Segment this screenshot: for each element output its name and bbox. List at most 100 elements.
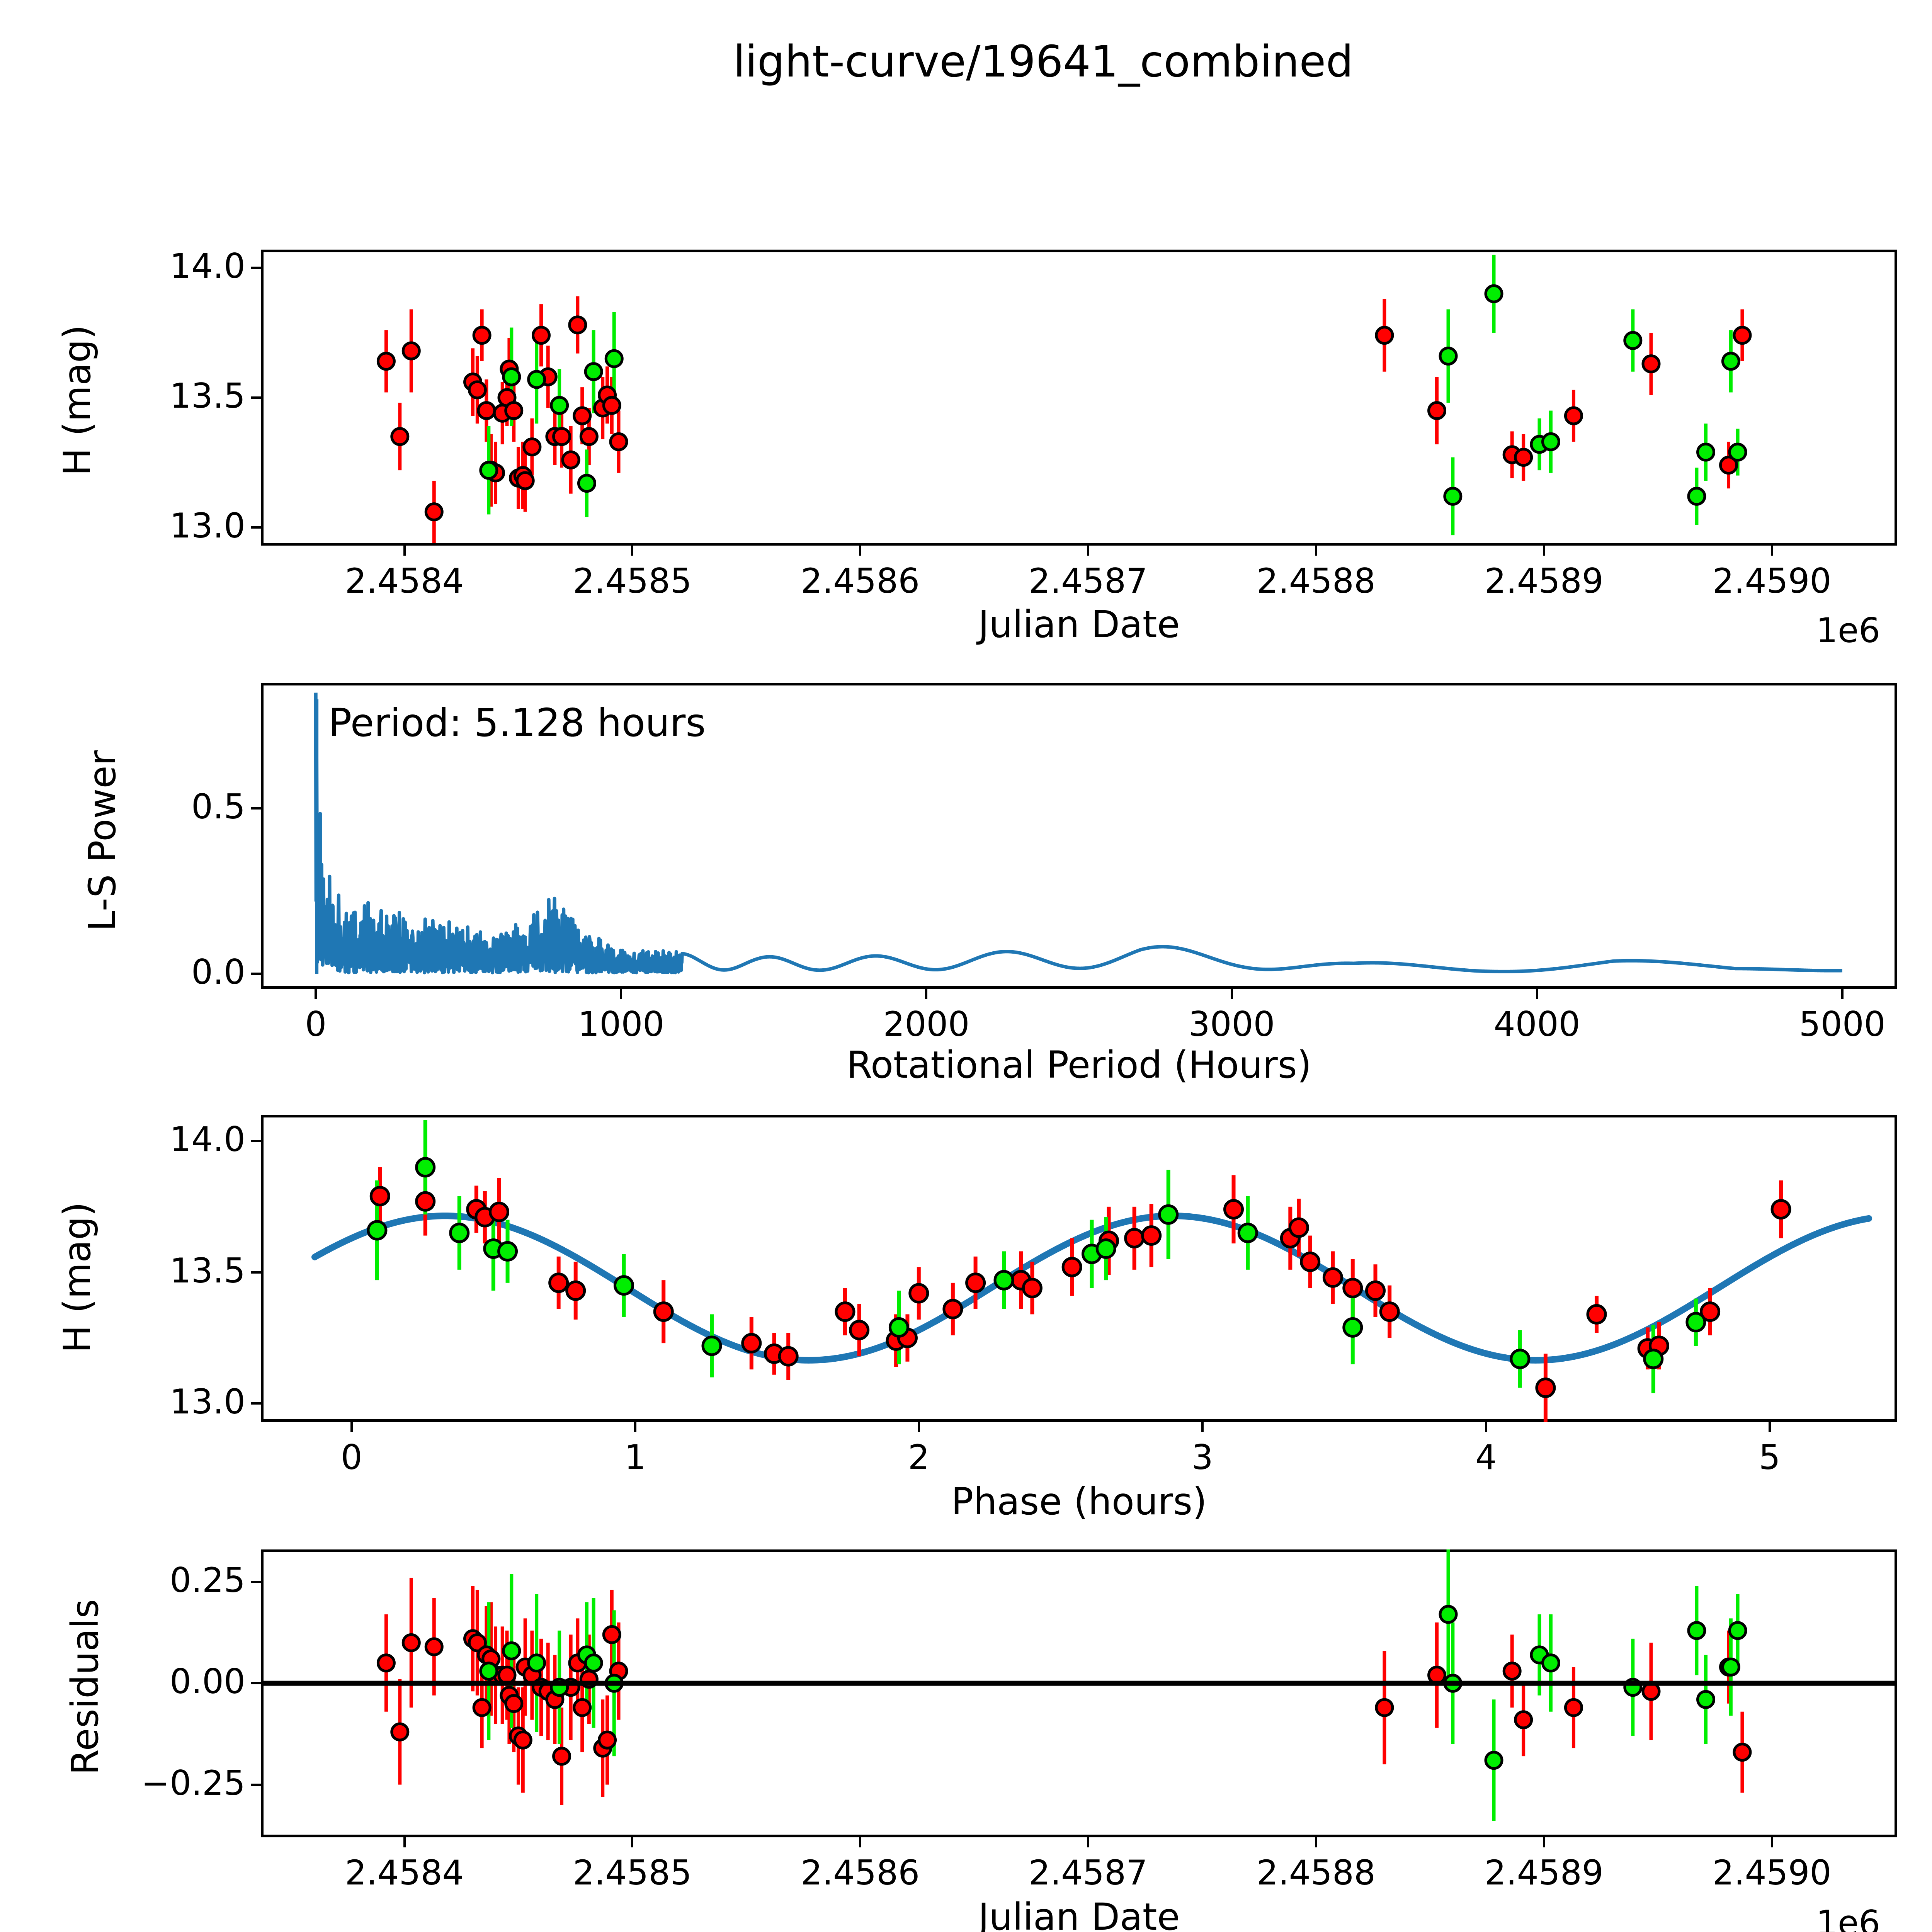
lightcurve-data-point <box>561 450 580 469</box>
lightcurve-data-point <box>502 367 521 386</box>
phase-y-tick-label: 13.0 <box>170 1382 245 1422</box>
phase-data-point <box>548 1272 569 1293</box>
lightcurve-data-point <box>568 315 587 335</box>
phase-data-point <box>1586 1304 1607 1325</box>
lightcurve-data-point <box>1641 354 1661 374</box>
periodogram-power-curve <box>314 692 1844 975</box>
lightcurve-y-tick-label: 14.0 <box>170 246 245 286</box>
lightcurve-data-point <box>552 427 571 446</box>
lightcurve-x-tick-label: 2.4586 <box>801 561 920 601</box>
lightcurve-x-offset-label: 1e6 <box>1816 611 1881 650</box>
residuals-x-axis-title: Julian Date <box>978 1895 1180 1932</box>
phase-data-point <box>835 1301 855 1322</box>
phase-data-point <box>449 1223 470 1243</box>
residuals-data-point <box>552 1747 571 1766</box>
lightcurve-x-tick-label: 2.4584 <box>345 561 464 601</box>
residuals-x-tickmark <box>631 1837 634 1847</box>
periodogram-x-tick-label: 1000 <box>578 1004 665 1044</box>
residuals-x-tickmark <box>859 1837 862 1847</box>
phase-data-point <box>1700 1301 1721 1322</box>
lightcurve-x-tick-label: 2.4589 <box>1484 561 1604 601</box>
lightcurve-y-tickmark <box>251 396 261 399</box>
residuals-plot-area <box>261 1549 1897 1821</box>
residuals-x-offset-label: 1e6 <box>1816 1903 1881 1932</box>
phase-data-point <box>778 1346 799 1367</box>
lightcurve-y-tickmark <box>251 267 261 269</box>
phase-data-point <box>849 1320 870 1340</box>
period-annotation: Period: 5.128 hours <box>328 700 706 745</box>
residuals-data-point <box>1687 1621 1706 1640</box>
periodogram-x-tick-label: 5000 <box>1799 1004 1886 1044</box>
phase-x-tick-label: 1 <box>624 1437 646 1477</box>
phase-plot-area <box>311 1120 1872 1422</box>
phase-data-point <box>415 1191 436 1212</box>
phase-data-point <box>908 1283 929 1304</box>
periodogram-y-tickmark <box>251 807 261 810</box>
lightcurve-y-tickmark <box>251 526 261 529</box>
phase-x-axis-title: Phase (hours) <box>951 1480 1207 1523</box>
phase-x-tickmark <box>350 1422 353 1432</box>
phase-data-point <box>1379 1301 1400 1322</box>
residuals-data-point <box>584 1653 603 1673</box>
phase-data-point <box>367 1220 388 1241</box>
phase-data-point <box>613 1275 634 1296</box>
lightcurve-axes-frame <box>261 250 1897 546</box>
periodogram-x-tick-label: 2000 <box>883 1004 970 1044</box>
phase-x-tick-label: 4 <box>1475 1437 1497 1477</box>
residuals-data-point <box>1375 1698 1394 1717</box>
periodogram-y-tick-label: 0.0 <box>191 952 245 992</box>
residuals-data-point <box>1696 1690 1716 1709</box>
periodogram-x-tick-label: 3000 <box>1188 1004 1275 1044</box>
lightcurve-data-point <box>1719 456 1738 475</box>
residuals-data-point <box>424 1637 444 1656</box>
phase-data-point <box>1322 1267 1343 1288</box>
lightcurve-data-point <box>1687 486 1706 506</box>
phase-y-tickmark <box>251 1139 261 1142</box>
residuals-data-point <box>602 1625 621 1644</box>
phase-data-point <box>888 1317 909 1338</box>
residuals-data-point <box>1484 1751 1503 1770</box>
phase-x-tickmark <box>917 1422 920 1432</box>
periodogram-x-tick-label: 4000 <box>1493 1004 1580 1044</box>
residuals-x-tick-label: 2.4585 <box>573 1853 692 1893</box>
phase-y-tick-label: 13.5 <box>170 1250 245 1291</box>
residuals-data-point <box>1733 1743 1752 1762</box>
periodogram-y-tickmark <box>251 973 261 975</box>
phase-data-point <box>741 1333 762 1354</box>
lightcurve-x-tickmark <box>403 546 406 556</box>
lightcurve-data-point <box>550 396 569 415</box>
lightcurve-data-point <box>577 474 596 493</box>
residuals-data-point <box>513 1730 532 1750</box>
periodogram-x-axis-title: Rotational Period (Hours) <box>846 1043 1312 1087</box>
phase-data-point <box>1141 1225 1162 1246</box>
residuals-x-tickmark <box>1770 1837 1773 1847</box>
residuals-x-tick-label: 2.4590 <box>1712 1853 1832 1893</box>
residuals-data-point <box>1721 1657 1740 1677</box>
residuals-y-tickmark <box>251 1682 261 1685</box>
residuals-y-tickmark <box>251 1783 261 1786</box>
phase-data-point <box>1300 1252 1321 1272</box>
lightcurve-data-point <box>468 380 487 400</box>
periodogram-x-tickmark <box>1536 989 1538 999</box>
lightcurve-x-tick-label: 2.4588 <box>1256 561 1376 601</box>
phase-x-tickmark <box>1485 1422 1487 1432</box>
lightcurve-data-point <box>390 427 410 446</box>
lightcurve-y-axis-title: H (mag) <box>56 325 99 476</box>
phase-data-point <box>993 1270 1014 1291</box>
phase-y-tickmark <box>251 1271 261 1274</box>
periodogram-plot-area <box>314 692 1844 975</box>
lightcurve-x-tickmark <box>859 546 862 556</box>
lightcurve-data-point <box>1728 442 1747 462</box>
phase-data-point <box>1158 1204 1179 1225</box>
residuals-data-point <box>390 1722 410 1742</box>
residuals-x-tickmark <box>1087 1837 1090 1847</box>
lightcurve-x-tick-label: 2.4587 <box>1029 561 1148 601</box>
residuals-y-tick-label: 0.00 <box>170 1662 245 1702</box>
figure-title: light-curve/19641_combined <box>733 37 1354 87</box>
lightcurve-data-point <box>531 326 551 345</box>
lightcurve-x-tickmark <box>1087 546 1090 556</box>
lightcurve-data-point <box>477 401 496 420</box>
lightcurve-data-point <box>1541 432 1560 451</box>
phase-data-point <box>1685 1312 1706 1333</box>
residuals-y-tickmark <box>251 1580 261 1583</box>
